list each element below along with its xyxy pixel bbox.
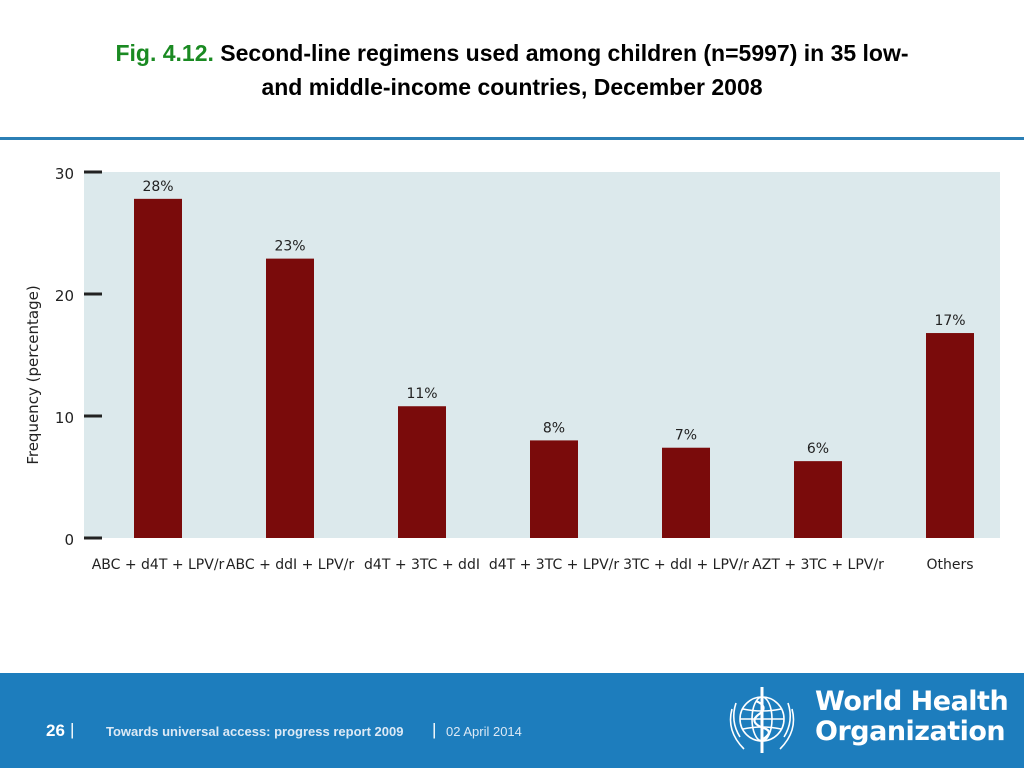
category-label: d4T + 3TC + ddI (364, 557, 480, 573)
data-label: 23% (274, 239, 305, 255)
y-tick-label: 10 (55, 409, 74, 427)
category-label: ABC + ddI + LPV/r (226, 557, 354, 573)
y-tick-label: 0 (64, 531, 74, 549)
bar (266, 258, 314, 538)
bar (926, 333, 974, 538)
title-line-2: and middle-income countries, December 20… (261, 74, 763, 100)
category-label: d4T + 3TC + LPV/r (489, 557, 620, 573)
figure-number: Fig. 4.12. (115, 40, 214, 66)
bar (662, 447, 710, 538)
category-label: ABC + d4T + LPV/r (92, 557, 225, 573)
data-label: 11% (406, 386, 437, 402)
bar (398, 406, 446, 538)
data-label: 8% (543, 420, 565, 436)
y-tick-label: 20 (55, 287, 74, 305)
y-axis: 0 10 20 30 (55, 165, 102, 549)
y-tick-label: 30 (55, 165, 74, 183)
organization-name: World Health Organization (815, 686, 1009, 747)
category-label: 3TC + ddI + LPV/r (623, 557, 749, 573)
data-label: 6% (807, 441, 829, 457)
data-label: 7% (675, 428, 697, 444)
org-name-line-1: World Health (815, 686, 1009, 717)
bar (794, 461, 842, 538)
report-title: Towards universal access: progress repor… (106, 724, 404, 739)
y-axis-label: Frequency (percentage) (24, 285, 42, 464)
title-line-1: Second-line regimens used among children… (213, 40, 909, 66)
bar (530, 440, 578, 538)
org-name-line-2: Organization (815, 716, 1006, 747)
category-label: AZT + 3TC + LPV/r (752, 557, 884, 573)
footer-separator: | (432, 720, 437, 739)
bar-chart: 0 10 20 30 Frequency (percentage) 28% ABC + … (24, 165, 1000, 573)
page-number: 26 (46, 721, 65, 740)
bars-group: 28% ABC + d4T + LPV/r 23% ABC + ddI + LPV/r… (92, 179, 974, 573)
data-label: 28% (142, 179, 173, 195)
slide-title: Fig. 4.12. Second-line regimens used amo… (0, 36, 1024, 104)
title-divider (0, 137, 1024, 140)
footer-date: 02 April 2014 (446, 724, 522, 739)
bar (134, 198, 182, 538)
footer-separator: | (70, 720, 75, 739)
who-emblem-icon (729, 687, 795, 753)
footer-bar: 26 | Towards universal access: progress … (0, 673, 1024, 768)
data-label: 17% (934, 313, 965, 329)
category-label: Others (926, 557, 973, 573)
